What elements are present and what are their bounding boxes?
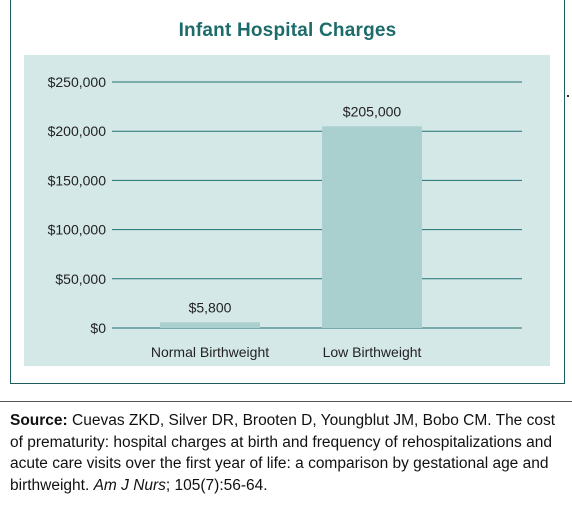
source-label: Source: [10,412,68,429]
x-category-label: Low Birthweight [323,344,422,360]
bar [322,126,422,328]
stray-mark [567,95,569,97]
source-citation-detail: ; 105(7):56-64. [166,477,268,494]
source-journal: Am J Nurs [94,477,166,494]
y-tick-label: $150,000 [48,172,107,188]
y-tick-label: $250,000 [48,74,107,90]
x-category-label: Normal Birthweight [151,344,269,360]
y-tick-label: $0 [90,320,106,336]
y-tick-label: $200,000 [48,123,107,139]
source-divider [0,401,572,402]
y-tick-label: $50,000 [55,271,106,287]
bar-chart: $0 $50,000 $100,000 $150,000 $200,000 $250,00… [0,0,572,400]
y-tick-label: $100,000 [48,222,107,238]
bar [160,322,260,328]
data-label: $5,800 [189,299,232,315]
source-text: Cuevas ZKD, Silver DR, Brooten D, Youngb… [10,412,555,494]
data-label: $205,000 [343,103,402,119]
source-citation: Source: Cuevas ZKD, Silver DR, Brooten D… [10,410,566,496]
